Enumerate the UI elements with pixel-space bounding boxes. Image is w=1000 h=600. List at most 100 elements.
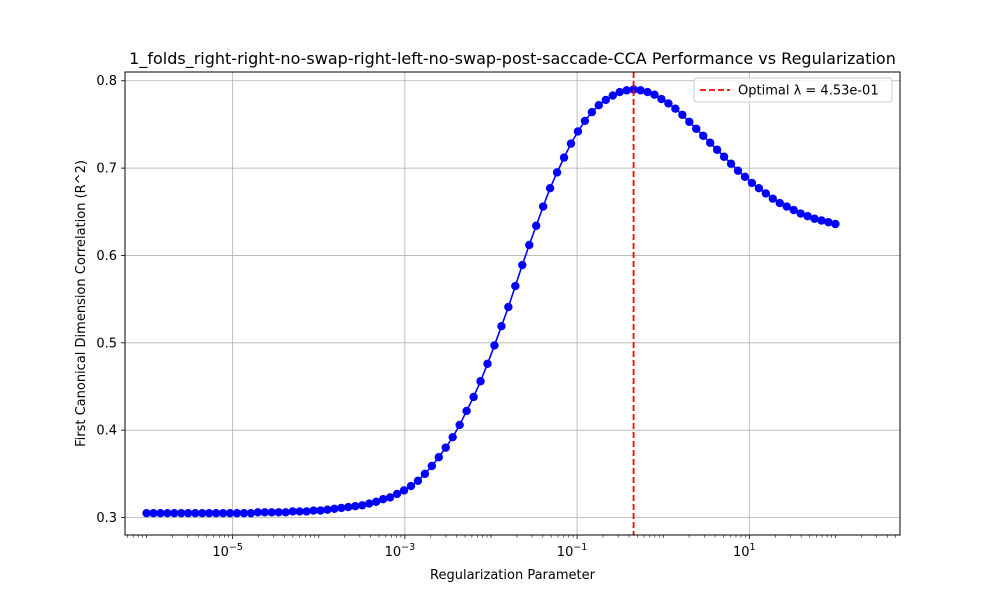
data-point [295, 507, 304, 516]
data-point [211, 508, 221, 518]
data-point [483, 359, 492, 368]
data-point [365, 499, 374, 508]
data-point [288, 507, 297, 516]
data-point [225, 508, 235, 518]
data-point [775, 198, 784, 208]
data-point [566, 139, 576, 148]
data-point [469, 392, 478, 402]
data-point [671, 104, 680, 113]
data-point [191, 508, 200, 518]
data-point [831, 219, 840, 229]
data-point [378, 494, 388, 504]
data-point [358, 501, 367, 510]
y-tick-label: 0.6 [96, 249, 117, 264]
data-point [406, 481, 416, 491]
ticks: 10−5 10−3 10−1 101 0.3 0.4 0.5 0.6 0.7 0.8 [96, 74, 896, 560]
data-point [260, 508, 270, 517]
data-point [726, 159, 736, 168]
data-point [817, 216, 826, 225]
data-point [204, 508, 214, 518]
data-point [170, 508, 179, 518]
data-point [803, 211, 812, 221]
data-point [594, 101, 604, 110]
data-point [754, 183, 764, 193]
data-point [615, 87, 624, 97]
legend-box [693, 77, 893, 103]
data-point [399, 486, 409, 495]
y-tick-label: 0.7 [96, 162, 117, 177]
data-point [657, 94, 666, 104]
data-point [504, 302, 513, 312]
data-point [281, 508, 290, 517]
data-point [768, 194, 777, 203]
data-point [747, 178, 757, 188]
data-point [330, 504, 339, 513]
data-point [344, 502, 353, 512]
data-point [532, 221, 541, 230]
data-point [636, 86, 645, 95]
x-axis-title: Regularization Parameter [430, 568, 596, 583]
data-point [552, 168, 562, 177]
data-point [163, 508, 172, 518]
legend-label-optimal: Optimal λ = 4.53e-01 [738, 84, 879, 99]
data-point [712, 145, 722, 154]
data-point [239, 508, 249, 518]
data-point [371, 497, 381, 506]
data-point [323, 505, 332, 514]
y-tick-label: 0.5 [96, 336, 117, 351]
data-point [490, 341, 499, 350]
data-point [351, 501, 360, 511]
legend: Optimal λ = 4.53e-01 [693, 77, 893, 103]
data-point [664, 99, 673, 108]
data-point [719, 152, 729, 161]
data-point [761, 189, 771, 198]
data-point [420, 469, 430, 479]
data-point [733, 166, 743, 175]
data-point [705, 138, 715, 147]
data-point [580, 116, 590, 126]
data-point [511, 281, 520, 291]
data-point [316, 506, 325, 515]
data-point [455, 420, 464, 430]
y-tick-label: 0.3 [96, 511, 117, 526]
y-tick-label: 0.8 [96, 74, 117, 89]
data-point [302, 507, 311, 516]
x-tick-label: 101 [733, 542, 756, 560]
data-point [434, 453, 443, 462]
data-point [497, 322, 506, 331]
data-point [413, 476, 423, 486]
data-point [685, 117, 694, 126]
data-point [678, 110, 687, 120]
data-point [177, 508, 186, 518]
data-point [643, 87, 652, 97]
data-point [267, 508, 276, 517]
data-point [309, 506, 318, 515]
data-point [559, 153, 569, 162]
data-point [448, 432, 457, 442]
x-tick-label: 10−5 [212, 542, 243, 560]
chart-title: 1_folds_right-right-no-swap-right-left-n… [129, 49, 896, 69]
data-point [337, 503, 346, 513]
data-point [198, 508, 207, 518]
axes-frame [124, 71, 901, 536]
data-point [601, 95, 610, 105]
data-point [622, 86, 631, 95]
data-point [246, 508, 256, 518]
data-point [782, 202, 791, 211]
data-point [156, 508, 165, 518]
data-point [232, 508, 242, 518]
data-point [699, 131, 708, 140]
data-point [545, 183, 555, 193]
data-point [518, 260, 527, 270]
data-point [608, 91, 617, 100]
data-point [796, 209, 805, 218]
data-point [441, 443, 450, 452]
x-tick-label: 10−1 [557, 542, 588, 560]
data-point [218, 508, 228, 518]
data-point [573, 127, 583, 136]
plot-area [142, 72, 840, 535]
y-axis-title: First Canonical Dimension Correlation (R… [74, 160, 89, 447]
data-point [650, 90, 659, 99]
